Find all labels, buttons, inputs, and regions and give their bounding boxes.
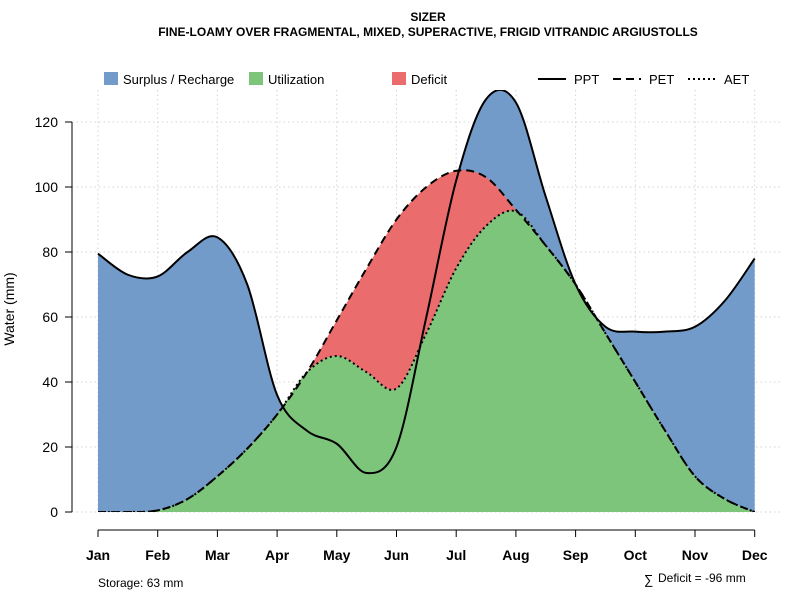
y-tick-label: 100 <box>35 179 59 195</box>
legend-item-aet: AET <box>688 72 749 87</box>
legend-item-surplus-recharge: Surplus / Recharge <box>104 72 234 87</box>
storage-annotation: Storage: 63 mm <box>98 576 183 590</box>
legend-label: Utilization <box>268 72 324 87</box>
y-tick-label: 60 <box>42 309 58 325</box>
legend: Surplus / Recharge Utilization Deficit PPT P… <box>104 72 749 87</box>
x-tick-label-sep: Sep <box>563 547 589 563</box>
x-tick-label-apr: Apr <box>265 547 290 563</box>
x-tick-label-aug: Aug <box>502 547 529 563</box>
y-axis-title: Water (mm) <box>1 272 17 345</box>
x-tick-label-nov: Nov <box>682 547 709 563</box>
water-balance-areas <box>98 90 755 512</box>
legend-swatch <box>104 72 118 85</box>
y-tick-label: 40 <box>42 374 58 390</box>
chart-subtitle: FINE-LOAMY OVER FRAGMENTAL, MIXED, SUPER… <box>158 25 698 39</box>
legend-swatch <box>249 72 263 85</box>
x-tick-label-mar: Mar <box>205 547 230 563</box>
legend-label: PPT <box>574 72 599 87</box>
series-line-aet <box>98 209 756 512</box>
y-tick-label: 80 <box>42 244 58 260</box>
utilization-area <box>98 210 755 512</box>
legend-label: Deficit <box>411 72 448 87</box>
series-lines <box>97 90 756 512</box>
x-tick-label-dec: Dec <box>742 547 768 563</box>
legend-label: AET <box>724 72 749 87</box>
deficit-area <box>98 170 755 512</box>
legend-swatch <box>392 72 406 85</box>
deficit-annotation: Deficit = -96 mm <box>658 571 746 585</box>
sum-symbol-icon: ∑ <box>644 572 653 587</box>
legend-item-pet: PET <box>613 72 674 87</box>
y-tick-label: 120 <box>35 114 59 130</box>
legend-item-deficit: Deficit <box>392 72 448 87</box>
x-tick-label-may: May <box>323 547 350 563</box>
legend-item-ppt: PPT <box>538 72 599 87</box>
y-tick-label: 20 <box>42 439 58 455</box>
legend-item-utilization: Utilization <box>249 72 324 87</box>
legend-label: Surplus / Recharge <box>123 72 234 87</box>
series-line-ppt <box>97 90 756 475</box>
x-tick-label-jun: Jun <box>384 547 409 563</box>
x-tick-label-feb: Feb <box>145 547 170 563</box>
axes: 0 20 40 60 80 100 120 Jan Feb Mar Apr May Jun Jul Aug S… <box>35 114 768 563</box>
x-tick-label-jan: Jan <box>86 547 110 563</box>
chart-title: SIZER <box>410 10 446 24</box>
y-tick-label: 0 <box>50 504 58 520</box>
x-tick-label-jul: Jul <box>446 547 466 563</box>
x-tick-label-oct: Oct <box>624 547 648 563</box>
legend-label: PET <box>649 72 674 87</box>
